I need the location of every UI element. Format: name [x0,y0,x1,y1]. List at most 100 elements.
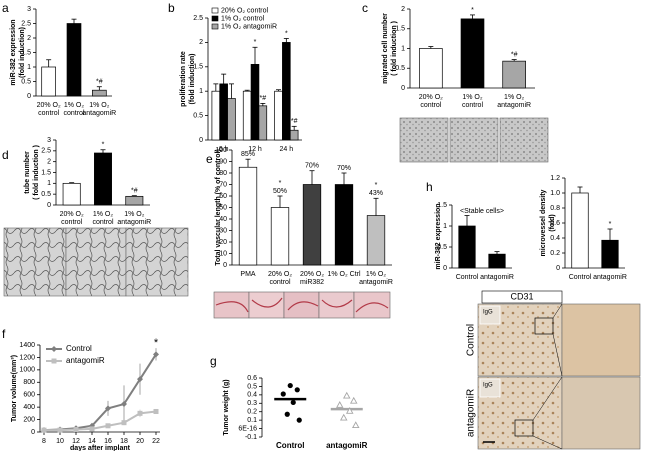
point [121,401,127,408]
annotation: *# [291,118,298,125]
annotation: * [471,7,474,14]
y-tick-label: 1 [47,180,51,187]
y-tick-label: 40 [219,216,227,223]
x-tick-label: control [462,102,483,109]
point [284,411,290,417]
y-tick-label: 2 [47,159,51,166]
legend-marker [51,346,57,352]
x-tick-label: 20% O₂ [37,102,61,109]
x-tick-label: 20% O₂ [60,211,84,218]
bar [92,89,107,97]
y-axis-label: tube number [24,151,31,194]
series-line [44,410,157,432]
annotation: * [154,337,159,349]
point [153,351,159,358]
y-tick-label: 1 [199,88,203,95]
y-tick-label: 1200 [19,354,35,361]
y-axis-label: Total vascular length (% of control) [215,149,222,266]
value-label: 43% [369,190,383,197]
annotation: *# [131,188,138,195]
inset-label: IgG [483,310,493,316]
annotation: * [609,221,612,228]
y-axis-label: (fold induction) [19,27,26,78]
bar [282,42,291,141]
y-axis-label: ( fold induction ) [33,145,40,200]
annotation: * [102,142,105,149]
bar [460,18,485,89]
bar [242,90,252,141]
annotation: *# [96,79,103,86]
y-tick-label: 10 [219,250,227,257]
y-tick-label: 600 [23,392,35,399]
legend-swatch [211,7,219,14]
value-label: 70% [337,165,351,172]
x-tick-label: 20% O₂ [300,271,324,278]
x-tick-label: control [61,219,82,226]
y-tick-label: 1000 [19,367,35,374]
y-tick-label: 1 [443,223,447,230]
legend-label: 1% O₂ antagomiR [221,23,277,30]
y-tick-label: 6E-16 [238,425,257,432]
point [339,413,348,421]
x-tick-label: 1% O₂ [89,102,110,109]
y-tick-label: 1.5 [21,49,31,56]
x-tick-label: control [63,110,84,117]
legend-label: Control [66,344,92,353]
y-axis-label: Tumor volume(mm³) [11,355,18,422]
x-tick-label: 6 h [219,146,229,153]
legend-label: 20% O₂ control [221,7,269,14]
x-tick-label: 18 [120,438,128,445]
x-tick-label: 20 [136,438,144,445]
y-tick-label: 0.5 [247,383,257,390]
x-tick-label: antagomiR [593,274,627,281]
y-tick-label: 0 [47,202,51,209]
bar [94,152,112,206]
y-tick-label: 100 [215,147,227,154]
bar [571,192,589,269]
x-tick-label: 20% O₂ [268,271,292,278]
x-tick-label: antagomiR [480,274,514,281]
point [287,382,293,389]
x-tick-label: 8 [42,438,46,445]
bar [258,105,268,141]
x-tick-label: control [38,110,59,117]
tube-images [3,227,189,297]
y-tick-label: 1.2 [550,175,560,182]
y-tick-label: 1.5 [193,64,203,71]
bar [238,166,258,266]
y-tick-label: 90 [219,158,227,165]
migration-images [399,117,549,163]
y-tick-label: 0.2 [550,250,560,257]
point [105,423,111,429]
y-axis-label: microvessel density [540,189,547,256]
bar [125,195,144,206]
y-tick-label: -0.1 [245,434,257,441]
x-tick-label: 1% O₂ [93,211,114,218]
point [153,408,159,414]
value-label: 70% [305,163,319,170]
legend-label: antagomiR [66,356,105,365]
x-tick-label: 1% O₂ Ctrl [327,271,361,278]
row-label: Control [466,324,477,356]
x-tick-label: Control [569,274,592,281]
y-tick-label: 0 [223,262,227,269]
bar [458,225,476,269]
point [89,426,95,432]
y-tick-label: 0 [556,265,560,272]
y-axis-label: ( fold induction ) [391,21,398,76]
x-tick-label: 20% O₂ [419,94,443,101]
bar [488,253,506,269]
x-tick-label: 10 [56,438,64,445]
y-axis-label: proliferation rate [180,51,187,107]
point [290,399,296,406]
x-tick-label: 1% O₂ [64,102,85,109]
point [349,396,358,404]
y-tick-label: 1.5 [437,202,447,209]
y-tick-label: 0.5 [395,65,405,72]
bar [227,98,236,141]
value-label: 50% [273,188,287,195]
point [345,406,354,414]
panel-label: f [2,327,6,341]
